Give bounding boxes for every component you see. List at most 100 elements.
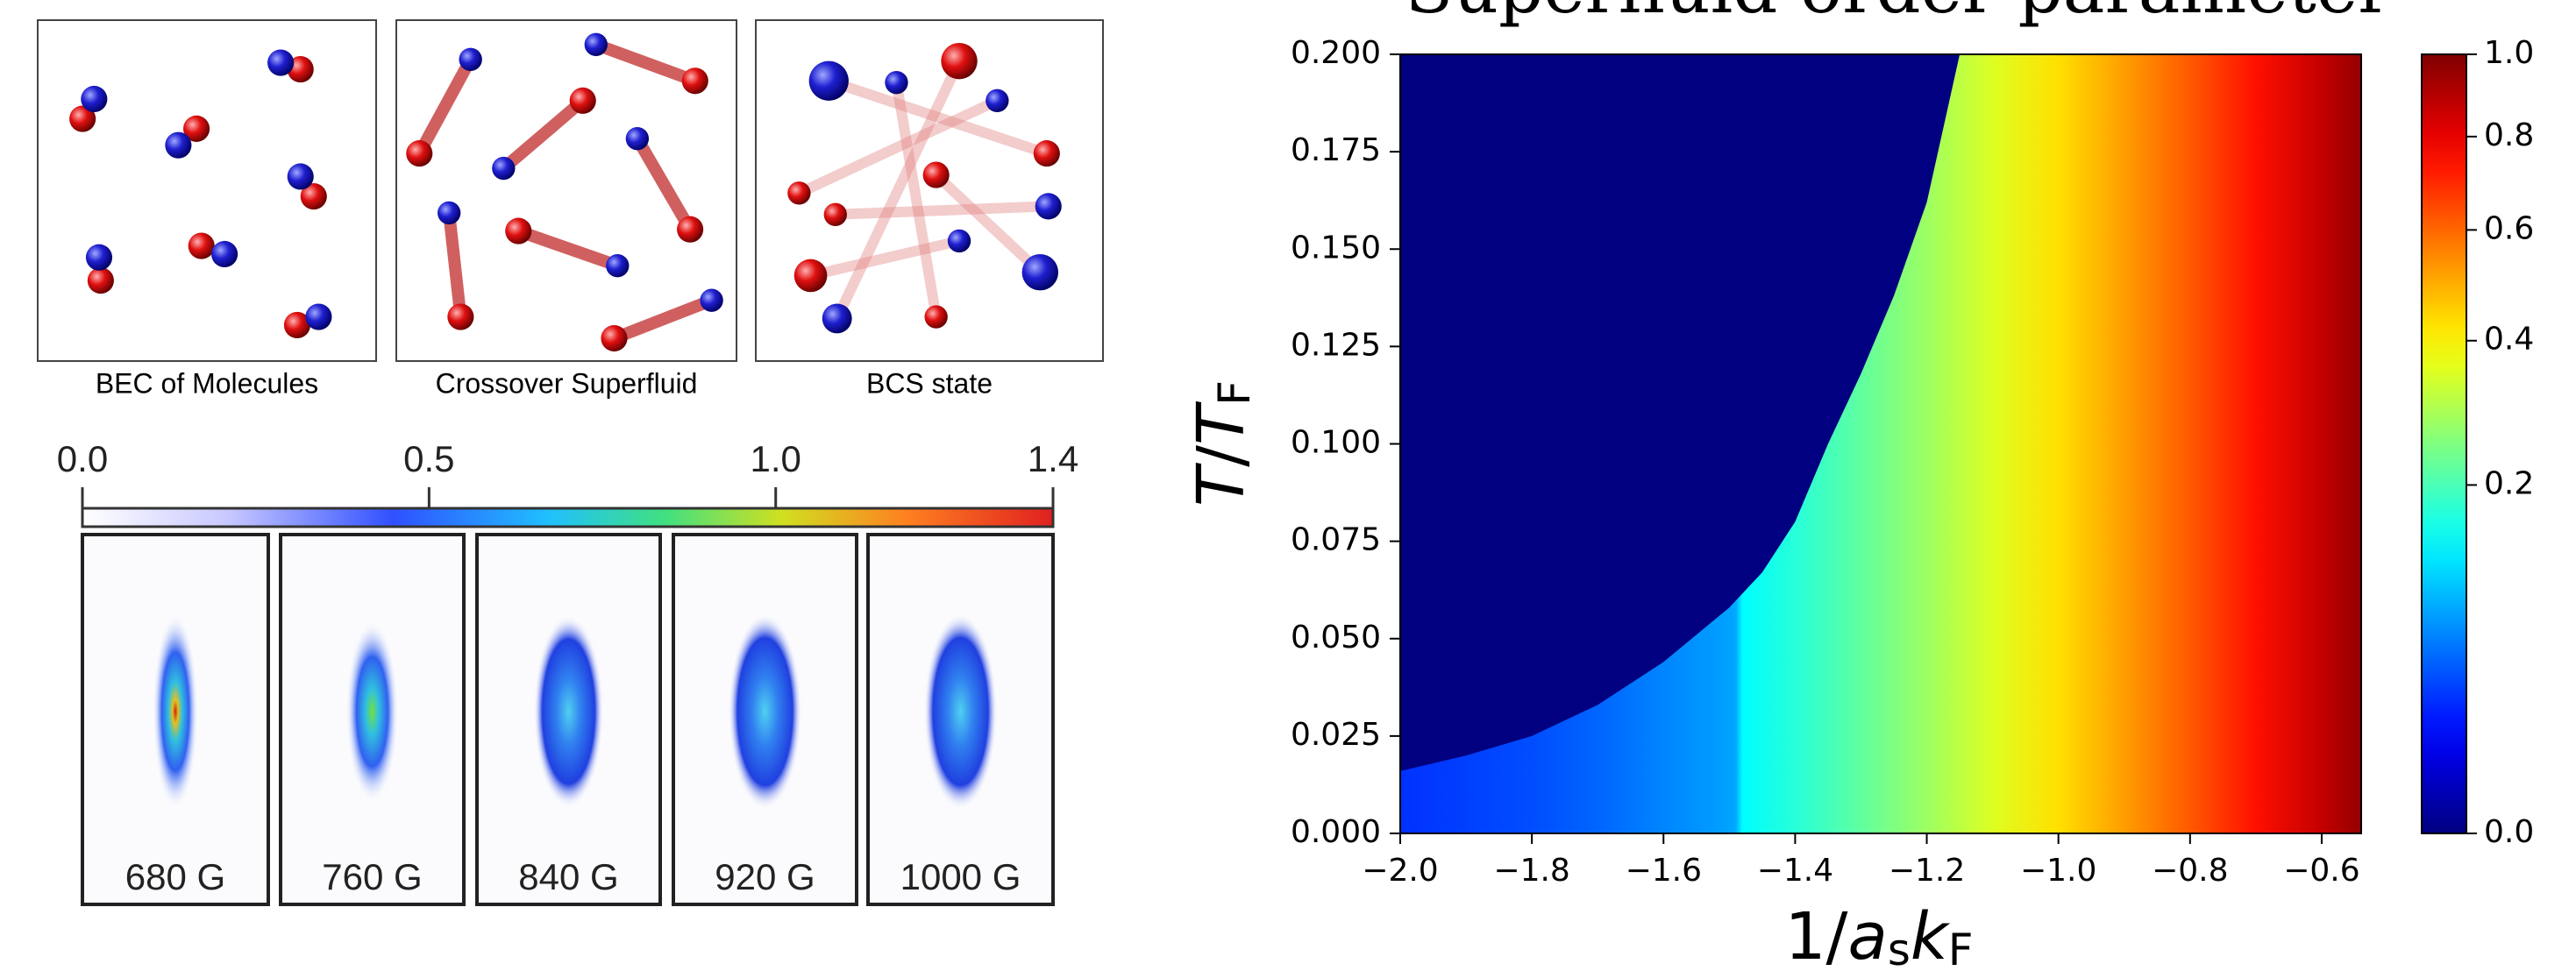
y-tick-label: 0.025 (1291, 717, 1381, 753)
label-part: s (1888, 925, 1911, 975)
red-atom (283, 311, 311, 339)
red-atom (505, 217, 532, 244)
image-colorbar-tick-label: 0.0 (57, 438, 108, 479)
x-tick-label: −1.2 (1889, 853, 1965, 889)
image-colorbar-tick-label: 0.5 (403, 438, 454, 479)
x-tick-label: −1.6 (1626, 853, 1702, 889)
heatmap-chart: Superfluid order parameter 1/askF T/TF −… (1184, 0, 2535, 975)
red-atom (922, 161, 950, 188)
blue-atom (437, 201, 461, 225)
colorbar-tick-label: 0.0 (2484, 814, 2534, 850)
blue-atom (1035, 193, 1062, 220)
blue-atom (700, 288, 723, 312)
y-tick-label: 0.175 (1291, 132, 1381, 168)
blue-atom (986, 89, 1009, 113)
red-atom (569, 87, 596, 114)
bond (497, 94, 589, 175)
blue-atom (305, 303, 332, 330)
label-part: F (1209, 380, 1260, 406)
red-atom (69, 105, 96, 132)
red-atom (793, 259, 828, 293)
image-label: 1000 G (900, 856, 1021, 897)
blue-atom (267, 49, 295, 76)
atom-cloud (728, 613, 802, 810)
red-atom (287, 56, 314, 83)
pair-link (832, 59, 964, 321)
red-atom (406, 140, 433, 167)
bond (512, 224, 624, 273)
blue-atom (885, 70, 908, 95)
colorbar-tick-label: 0.2 (2484, 465, 2534, 501)
red-atom (601, 324, 628, 352)
x-tick-label: −1.0 (2020, 853, 2096, 889)
red-atom (924, 305, 948, 329)
blue-atom (584, 32, 608, 57)
image-colorbar (81, 507, 1055, 528)
bond (443, 206, 467, 323)
red-atom (183, 115, 210, 142)
pair-link (796, 96, 1000, 198)
bond (608, 294, 718, 345)
x-tick-label: −1.4 (1757, 853, 1833, 889)
image-label: 680 G (125, 856, 225, 897)
colorbar (2421, 53, 2467, 834)
y-axis-label: T/TF (1184, 380, 1260, 507)
bond (589, 38, 701, 88)
red-atom (681, 67, 708, 95)
atom-cloud (533, 615, 604, 808)
y-tick-label: 0.050 (1291, 620, 1381, 656)
y-tick-label: 0.000 (1291, 814, 1381, 850)
blue-atom (81, 85, 108, 113)
pair-link (835, 201, 1049, 220)
blue-atom (165, 131, 192, 159)
red-atom (941, 42, 978, 80)
blue-atom (625, 126, 650, 151)
red-atom (677, 216, 704, 243)
blue-atom (947, 229, 971, 253)
pair-link (809, 236, 961, 281)
panel-label: BEC of Molecules (96, 367, 318, 399)
atom-cloud (923, 613, 998, 810)
label-part: / (1184, 445, 1259, 467)
blue-atom (822, 303, 852, 334)
pair-link (827, 75, 1049, 159)
blue-atom (606, 253, 630, 278)
chart-title: Superfluid order parameter (1405, 0, 2392, 29)
pair-link (932, 171, 1044, 277)
red-atom (87, 267, 114, 294)
x-tick-label: −0.6 (2283, 853, 2359, 889)
absorption-images: 0.0 0.5 1.0 1.4 680 G 760 G 840 G 920 G 1000 G (57, 438, 1078, 906)
blue-atom (287, 163, 314, 190)
x-tick-label: −0.8 (2152, 853, 2228, 889)
image-colorbar-tick-label: 1.0 (751, 438, 801, 479)
blue-atom (211, 240, 238, 268)
blue-atom (85, 244, 113, 271)
blue-atom (808, 60, 849, 101)
bond (630, 132, 697, 236)
image-colorbar-tick-label: 1.4 (1028, 438, 1078, 479)
y-tick-label: 0.200 (1291, 35, 1381, 71)
x-axis-label: 1/askF (1784, 899, 1973, 975)
panel-label: BCS state (866, 367, 993, 399)
image-label: 920 G (715, 856, 815, 897)
red-atom (188, 232, 215, 259)
blue-atom (459, 47, 482, 71)
red-atom (1033, 140, 1060, 167)
label-part: k (1911, 899, 1951, 974)
pair-link (891, 82, 942, 318)
label-part: 1/ (1784, 899, 1847, 974)
x-tick-label: −1.8 (1493, 853, 1569, 889)
y-tick-label: 0.150 (1291, 230, 1381, 266)
bond (413, 53, 477, 160)
blue-atom (492, 156, 516, 181)
image-label: 840 G (518, 856, 618, 897)
label-part: F (1948, 925, 1974, 975)
atom-cloud (153, 613, 198, 810)
red-atom (300, 183, 327, 210)
y-tick-label: 0.075 (1291, 522, 1381, 558)
label-part: a (1847, 899, 1887, 974)
x-tick-label: −2.0 (1362, 853, 1438, 889)
atom-cloud (345, 620, 399, 803)
left-panels: BEC of Molecules Crossover Superfluid BC… (37, 19, 1104, 399)
